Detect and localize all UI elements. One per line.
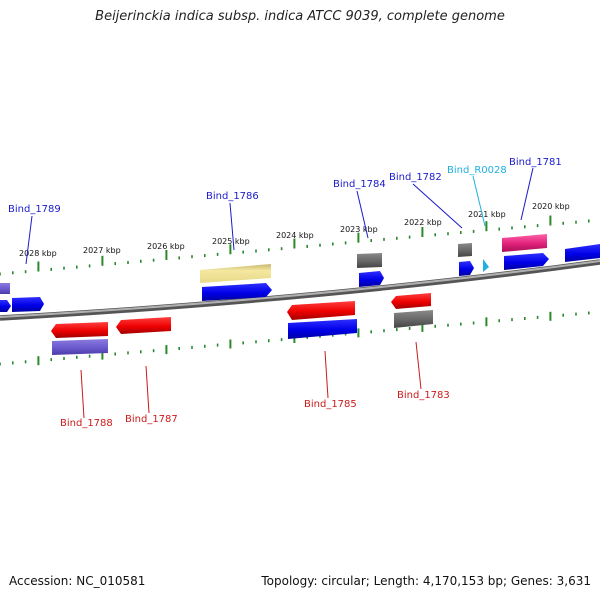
gene-arrow-rna[interactable] xyxy=(502,234,547,252)
kbp-label: 2023 kbp xyxy=(340,225,378,234)
gene-label-bind-1786[interactable]: Bind_1786 xyxy=(206,191,259,202)
gene-label-bind-1785[interactable]: Bind_1785 xyxy=(304,399,357,410)
gene-arrow[interactable] xyxy=(287,301,355,320)
kbp-label: 2025 kbp xyxy=(212,237,250,246)
inner-tick-ruler xyxy=(0,311,590,366)
kbp-label: 2026 kbp xyxy=(147,242,185,251)
outer-tick-ruler xyxy=(0,215,590,276)
reverse-strand-features xyxy=(51,293,433,355)
label-leader-lines xyxy=(25,167,534,419)
gene-label-bind-1782[interactable]: Bind_1782 xyxy=(389,172,442,183)
gene-label-bind-1783[interactable]: Bind_1783 xyxy=(397,390,450,401)
topology-text: Topology: circular; Length: 4,170,153 bp… xyxy=(261,574,591,588)
genome-backbone xyxy=(0,259,600,321)
kbp-label: 2027 kbp xyxy=(83,246,121,255)
gene-label-bind-1789[interactable]: Bind_1789 xyxy=(8,204,61,215)
gene-arrow[interactable] xyxy=(116,317,171,334)
accession-text: Accession: NC_010581 xyxy=(9,574,146,588)
gene-label-bind-1787[interactable]: Bind_1787 xyxy=(125,414,178,425)
gene-arrow[interactable] xyxy=(0,300,11,312)
genome-title: Beijerinckia indica subsp. indica ATCC 9… xyxy=(95,9,505,24)
gene-arrow[interactable] xyxy=(12,297,44,312)
gene-arrow-pseudo[interactable] xyxy=(394,310,433,328)
kbp-label: 2028 kbp xyxy=(19,249,57,258)
kbp-label: 2022 kbp xyxy=(404,218,442,227)
gene-arrow-pseudo[interactable] xyxy=(52,339,108,355)
gene-arrow[interactable] xyxy=(202,283,272,301)
gene-arrow[interactable] xyxy=(0,283,10,294)
gene-label-bind-1784[interactable]: Bind_1784 xyxy=(333,179,386,190)
gene-arrow-pseudo[interactable] xyxy=(357,253,382,268)
gene-arrow-trna[interactable] xyxy=(483,259,489,272)
forward-strand-features xyxy=(0,234,600,312)
gene-label-bind-1788[interactable]: Bind_1788 xyxy=(60,418,113,429)
gene-arrow-pseudo[interactable] xyxy=(458,243,472,257)
gene-labels: Bind_1789 Bind_1786 Bind_1784 Bind_1782 … xyxy=(8,157,562,429)
gene-arrow-hypothetical[interactable] xyxy=(200,264,271,283)
gene-arrow[interactable] xyxy=(288,319,357,339)
gene-arrow[interactable] xyxy=(359,271,384,287)
gene-arrow[interactable] xyxy=(391,293,431,309)
gene-label-bind-r0028[interactable]: Bind_R0028 xyxy=(447,165,507,176)
kbp-label: 2024 kbp xyxy=(276,231,314,240)
gene-arrow[interactable] xyxy=(565,244,600,262)
kbp-label: 2020 kbp xyxy=(532,202,570,211)
kbp-labels: 2028 kbp 2027 kbp 2026 kbp 2025 kbp 2024… xyxy=(19,202,570,258)
gene-arrow[interactable] xyxy=(51,322,108,338)
gene-arrow[interactable] xyxy=(459,261,474,276)
gene-label-bind-1781[interactable]: Bind_1781 xyxy=(509,157,562,168)
gene-arrow[interactable] xyxy=(504,253,549,270)
kbp-label: 2021 kbp xyxy=(468,210,506,219)
